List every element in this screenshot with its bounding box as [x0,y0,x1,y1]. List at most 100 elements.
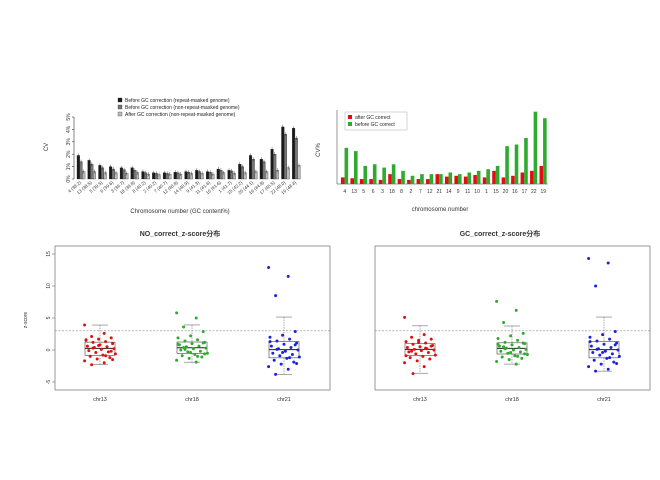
data-point [422,333,426,337]
chart2-bar [429,174,434,184]
data-point [281,351,285,355]
zscore-no-correct-svg: NO_correct_z-score分布 z-score -5 0 5 10 15 chr… [23,229,331,403]
chart2-x-tick-label: 4 [343,189,346,195]
chart2-bar [363,165,368,184]
chart2-bar [492,170,496,184]
chart2-bar [420,174,424,184]
data-point [104,340,108,344]
chart2-bar [372,164,377,184]
data-point [513,354,517,358]
data-point [90,363,94,367]
data-point [282,342,286,346]
chart3-title: NO_correct_z-score分布 [140,229,221,238]
chart2-bar [457,174,462,184]
data-point [186,350,190,354]
chart2-x-tick-label: 13 [351,189,357,195]
data-point [278,354,282,358]
plot-frame [374,245,651,391]
y-tick-label: 0 [46,348,52,351]
chart1-bar [238,163,242,180]
chart2-bar [514,144,519,184]
data-point [616,348,620,352]
data-point [503,347,507,351]
data-point [267,365,271,369]
data-point [496,336,500,340]
chart2-bar [530,170,534,184]
chart2-legend-box [344,111,408,131]
data-point [271,351,275,355]
data-point [598,353,602,357]
data-point [99,347,103,351]
data-point [599,362,603,366]
data-point [518,350,522,354]
data-point [403,361,407,365]
chart2-x-tick-label: 2 [410,189,413,195]
data-point [591,351,595,355]
data-point [286,274,290,278]
chart2-legend-label: before GC correct [355,122,395,128]
data-point [407,350,411,354]
data-point [289,345,293,349]
data-point [417,340,421,344]
chart2-x-tick-label: 16 [512,189,518,195]
data-point [520,356,524,360]
chart2-bar [486,169,490,184]
data-point [521,331,525,335]
data-point [88,354,92,358]
data-point [288,337,292,341]
data-point [297,355,301,359]
data-point [514,308,518,312]
data-point [197,344,201,348]
chart2-x-tick-label: 14 [446,189,452,195]
data-point [433,353,437,357]
chart2-x-tick-label: 3 [381,189,384,195]
data-point [175,311,179,315]
chart1-ylabel: CV [44,143,50,151]
data-point [408,356,412,360]
chart2-ylabel: CV% [316,143,322,157]
data-point [521,341,525,345]
chart2-bar [476,170,481,184]
data-point [514,362,518,366]
data-point [424,346,428,350]
zscore-gc-correct-svg: GC_correct_z-score分布 chr13 chr18 chr21 [374,229,651,403]
data-point [94,351,98,355]
data-point [410,335,414,339]
data-point [503,340,507,344]
chart2-bar [439,174,443,184]
data-point [411,342,415,346]
chart3-ylabel: z-score [23,312,29,329]
chart2-x-tick-label: 6 [372,189,375,195]
data-point [589,344,593,348]
y-tick-label: -5 [46,380,52,385]
chart1-bar [294,137,298,180]
chart2-bar [454,175,458,184]
data-point [283,349,287,353]
data-point [191,347,195,351]
data-point [104,354,108,358]
data-point [101,353,105,357]
data-point [109,336,113,340]
chart2-bar [350,178,354,184]
chart2-bar [539,165,544,184]
data-point [83,323,87,327]
data-point [189,334,193,338]
data-point [179,348,183,352]
chart2-bar [344,147,349,184]
data-point [507,358,511,362]
data-point [176,336,180,340]
chart1-bar [262,161,266,180]
chart1-bar [281,126,285,180]
chart2-bar [444,176,449,184]
data-point [193,352,197,356]
chart2-bar [410,175,415,184]
data-point [615,361,619,365]
chart1-bar [259,159,263,180]
chart2-x-tick-label: 5 [362,189,365,195]
data-point [95,357,99,361]
chart2-bar [401,170,405,184]
x-category-label: chr21 [277,397,291,403]
chart1-xlabel: Chromosome number (GC content%) [130,209,229,215]
chart1-y-tick-label: 2% [66,150,72,158]
chart1-y-tick-label: 0% [66,175,72,183]
